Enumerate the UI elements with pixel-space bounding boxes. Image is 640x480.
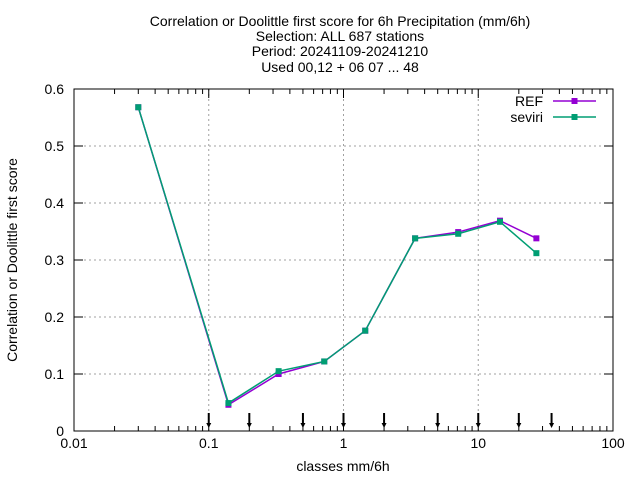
series-ref [135, 104, 540, 408]
x-tick-label: 100 [601, 435, 625, 451]
class-threshold-arrow [516, 413, 522, 428]
data-point [225, 400, 232, 407]
series-line [137, 107, 537, 405]
x-tick-label: 0.1 [199, 435, 219, 451]
data-point [412, 235, 419, 242]
title-line-3: Period: 20241109-20241210 [252, 43, 429, 59]
legend-label: REF [515, 93, 543, 109]
y-axis-label: Correlation or Doolittle first score [4, 158, 20, 362]
class-threshold-markers [206, 413, 555, 428]
data-point [321, 358, 328, 365]
data-point [362, 327, 369, 334]
data-point [135, 104, 142, 111]
y-axis-ticks: 0 0.1 0.2 0.3 0.4 0.5 0.6 [45, 81, 613, 439]
legend-swatch-marker [571, 114, 578, 120]
title-line-1: Correlation or Doolittle first score for… [150, 13, 530, 29]
y-tick-label: 0 [56, 423, 64, 439]
class-threshold-arrow [300, 413, 306, 428]
y-tick-label: 0.2 [45, 309, 65, 325]
class-threshold-arrow [246, 413, 252, 428]
class-threshold-arrow [549, 413, 555, 428]
chart-title: Correlation or Doolittle first score for… [150, 13, 530, 75]
grid-lines [74, 89, 613, 431]
data-point [533, 235, 540, 242]
series-layer [135, 104, 540, 408]
x-tick-label: 0.01 [60, 435, 87, 451]
legend-label: seviri [510, 109, 543, 125]
class-threshold-arrow [435, 413, 441, 428]
title-line-4: Used 00,12 + 06 07 ... 48 [261, 59, 419, 75]
y-tick-label: 0.5 [45, 138, 65, 154]
y-tick-label: 0.6 [45, 81, 65, 97]
x-tick-label: 10 [470, 435, 486, 451]
y-tick-label: 0.3 [45, 252, 65, 268]
class-threshold-arrow [381, 413, 387, 428]
x-tick-label: 1 [340, 435, 348, 451]
legend-swatch-marker [571, 98, 578, 104]
y-tick-label: 0.1 [45, 366, 65, 382]
data-point [533, 250, 540, 257]
data-point [275, 368, 282, 375]
y-tick-label: 0.4 [45, 195, 65, 211]
title-line-2: Selection: ALL 687 stations [256, 28, 424, 44]
data-point [455, 230, 462, 237]
series-seviri [135, 104, 540, 407]
x-axis-label: classes mm/6h [296, 458, 389, 474]
x-axis-ticks: 0.01 0.1 1 10 100 [60, 89, 625, 451]
series-line [137, 107, 537, 406]
data-point [496, 218, 503, 225]
